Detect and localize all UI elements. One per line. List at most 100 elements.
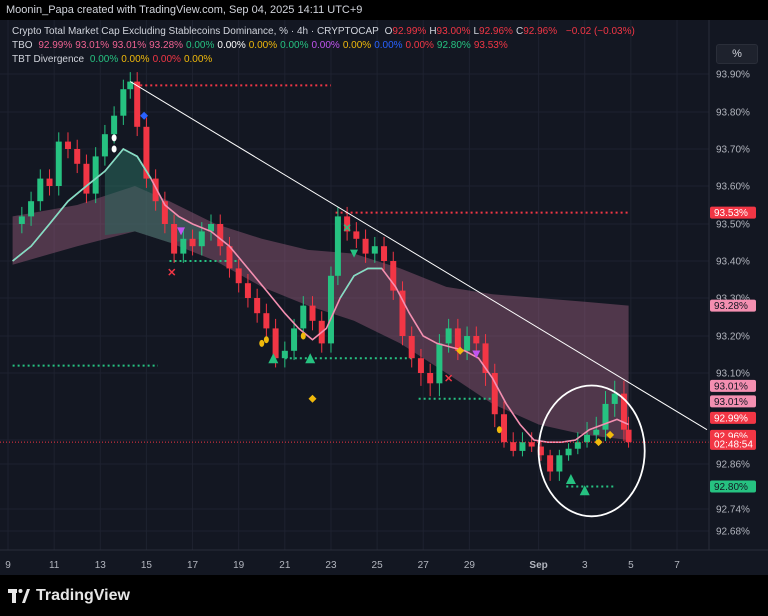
tradingview-logo[interactable]: TradingView [8, 587, 130, 605]
tbo-value: 93.01% [75, 40, 110, 51]
price-label-text: 92.99% [714, 413, 748, 424]
tbt-label: TBT Divergence [12, 54, 85, 65]
x-tick-label: 13 [95, 560, 107, 571]
percent-scale-button[interactable]: % [716, 44, 758, 64]
signal-diamond [594, 438, 603, 447]
signal-dot [111, 134, 117, 142]
candle-body [189, 238, 196, 247]
candle-body [198, 231, 205, 247]
x-tick-label: 9 [5, 560, 11, 571]
y-tick-label: 92.86% [716, 460, 750, 471]
candle-body [55, 141, 62, 186]
tbo-value: 0.00% [342, 40, 372, 51]
price-label-text: 92.80% [714, 482, 748, 493]
candle-body [272, 328, 279, 359]
y-tick-label: 92.74% [716, 505, 750, 516]
candle-body [565, 448, 572, 456]
legend-tbt-row[interactable]: TBT Divergence 0.00% 0.00% 0.00% 0.00% [12, 54, 218, 65]
legend-tbo-row[interactable]: TBO 92.99% 93.01% 93.01% 93.28% 0.00% 0.00% 0.… [12, 40, 514, 51]
y-tick-label: 93.30% [716, 294, 750, 305]
price-label-text: 93.01% [714, 381, 748, 392]
chart-plot[interactable]: 93.90% 93.80% 93.70% 93.60% 93.50% 93.40% 93.3… [0, 20, 768, 575]
signal-sell-triangle [472, 350, 481, 359]
candle-body [491, 373, 498, 415]
x-tick-label: 23 [325, 560, 337, 571]
price-label-tag [710, 379, 756, 392]
candle-body [327, 275, 334, 344]
candle-body [134, 81, 141, 127]
x-tick-label: 15 [141, 560, 153, 571]
x-tick-label: 7 [674, 560, 680, 571]
candle-body [381, 246, 388, 261]
candle-body [454, 328, 461, 351]
candle-body [584, 434, 591, 443]
candle-body [344, 216, 351, 232]
tradingview-logo-icon [8, 589, 30, 603]
chart-area[interactable]: 93.90% 93.80% 93.70% 93.60% 93.50% 93.40% 93.3… [0, 20, 768, 575]
symbol-title: Crypto Total Market Cap Excluding Stable… [12, 26, 379, 37]
ohlc-value: 92.96% [523, 26, 558, 37]
signal-buy-triangle [565, 474, 576, 484]
trendline[interactable] [130, 81, 708, 431]
ohlc-value: 93.00% [436, 26, 471, 37]
candle-body [208, 224, 215, 232]
x-tick-label: 29 [464, 560, 476, 571]
candle-body [235, 268, 242, 284]
x-tick-label: 19 [233, 560, 245, 571]
price-label-text: 92.96% [714, 431, 748, 442]
candle-body [519, 442, 526, 451]
candle-body [593, 429, 600, 435]
annotation-ellipse[interactable] [537, 384, 646, 518]
price-label-text: 02:48:54 [714, 439, 753, 450]
change-value: −0.02 (−0.03%) [565, 26, 635, 37]
y-tick-label: 93.20% [716, 332, 750, 343]
signal-buy-triangle [579, 485, 590, 496]
tbo-value: 0.00% [217, 40, 246, 51]
candle-body [74, 149, 81, 164]
candle-body [92, 156, 99, 194]
candle-body [556, 455, 563, 472]
candle-body [120, 89, 127, 116]
ohlc-label: L [473, 26, 480, 37]
signal-dot [496, 426, 502, 434]
candle-body [254, 298, 261, 314]
ohlc-value: 92.99% [392, 26, 427, 37]
signal-cross [343, 224, 351, 232]
candle-body [217, 224, 224, 247]
y-tick-label: 93.10% [716, 369, 750, 380]
x-tick-label: 11 [49, 560, 60, 571]
tbo-value: 93.01% [112, 40, 147, 51]
candle-body [334, 216, 341, 276]
price-label-tag [710, 206, 756, 219]
candle-body [111, 115, 118, 135]
signal-diamond [140, 111, 149, 120]
x-tick-label: 25 [372, 560, 384, 571]
signal-sell-triangle [177, 227, 186, 236]
y-tick-label: 93.50% [716, 220, 750, 231]
tbt-value: 0.00% [121, 54, 150, 65]
price-label-text: 93.01% [714, 397, 748, 408]
signal-diamond [456, 346, 465, 355]
x-tick-label: 3 [582, 560, 588, 571]
candle-body [427, 373, 434, 384]
tbo-label: TBO [12, 40, 33, 51]
price-label-tag [710, 437, 756, 450]
candle-body [161, 201, 168, 224]
y-tick-label: 92.68% [716, 527, 750, 538]
signal-diamond [606, 430, 615, 439]
moving-average-teal [12, 147, 152, 262]
x-tick-label: 17 [187, 560, 199, 571]
candle-body [263, 313, 270, 329]
candle-body [180, 238, 187, 254]
price-label-tag [710, 480, 756, 493]
candle-body [143, 126, 150, 179]
candle-body [83, 163, 90, 194]
candle-body [625, 429, 632, 443]
candle-body [408, 336, 415, 359]
price-label-text: 93.28% [714, 301, 748, 312]
x-tick-label: 5 [628, 560, 634, 571]
y-tick-label: 93.40% [716, 257, 750, 268]
chart-credit: Moonin_Papa created with TradingView.com… [6, 4, 363, 16]
ohlc-value: 92.96% [479, 26, 513, 37]
